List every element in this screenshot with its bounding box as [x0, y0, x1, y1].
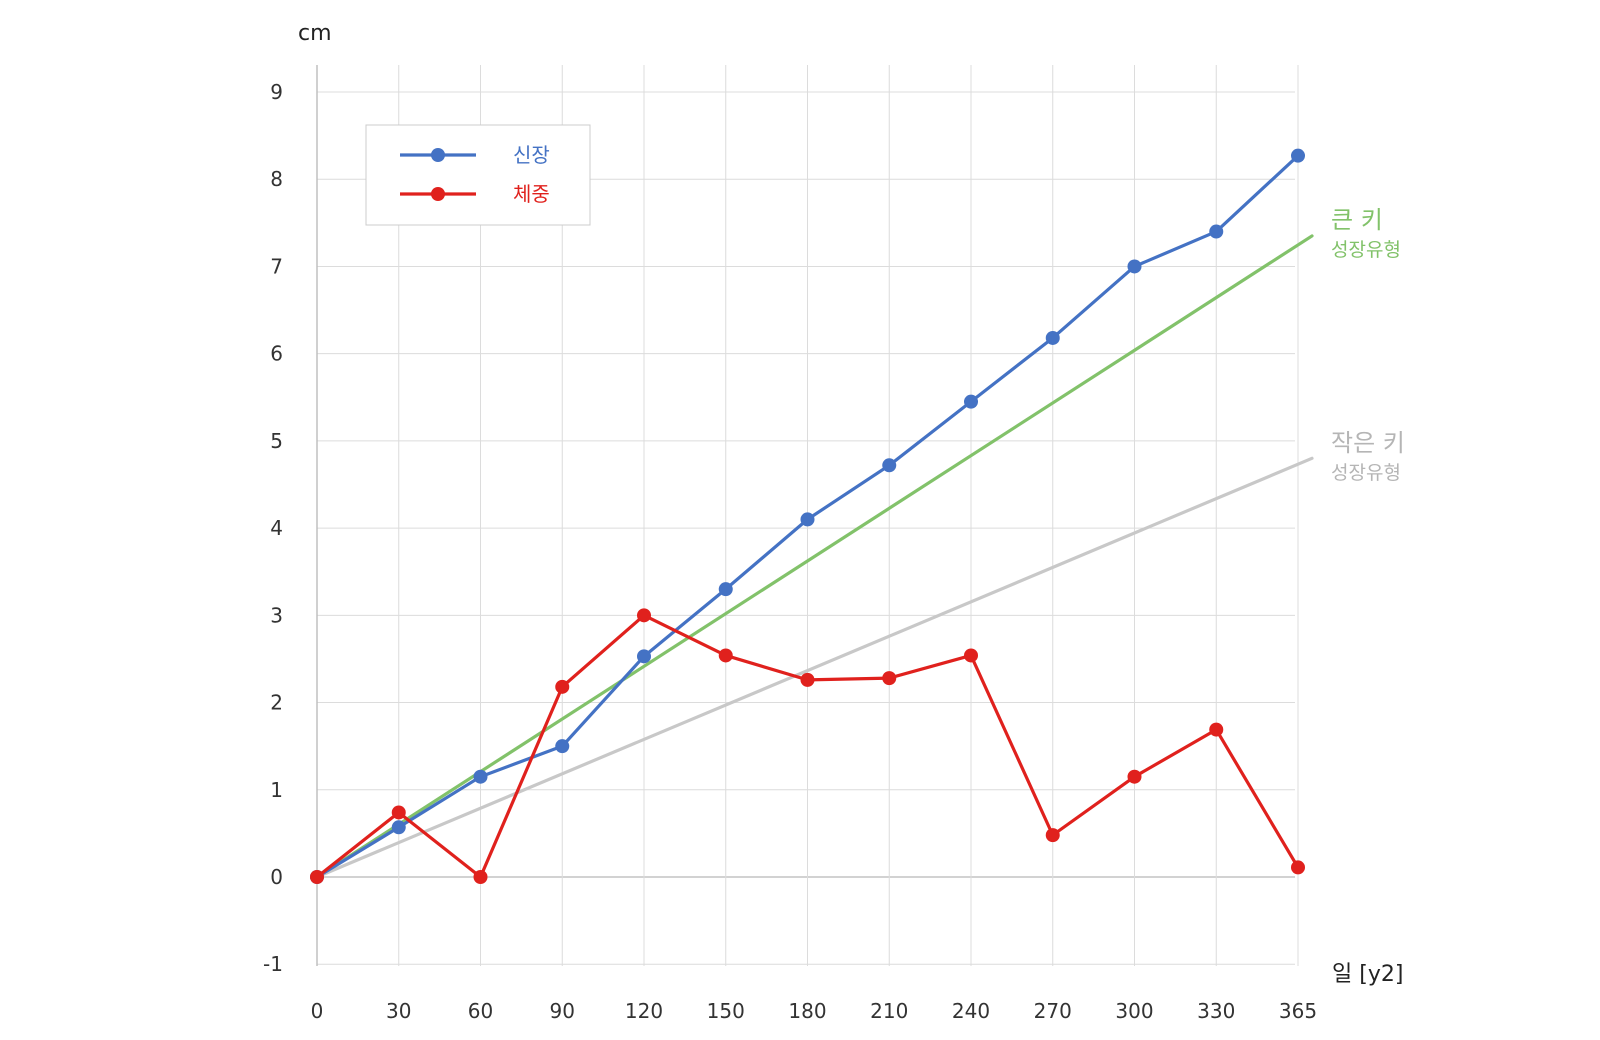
y-axis-ticks: -1 0 1 2 3 4 5 6 7 8 9: [263, 80, 283, 976]
data-point: [1045, 828, 1060, 843]
data-point: [1209, 224, 1224, 239]
y-axis-label: cm: [298, 21, 332, 46]
x-tick-label: 120: [625, 999, 663, 1023]
y-tick-label: 4: [270, 516, 283, 540]
legend-label: 신장: [513, 143, 550, 167]
y-tick-label: 8: [270, 167, 283, 191]
x-tick-label: 180: [788, 999, 826, 1023]
y-tick-label: 1: [270, 778, 283, 802]
legend-label: 체중: [513, 182, 550, 206]
x-tick-label: 30: [386, 999, 411, 1023]
x-tick-label: 90: [550, 999, 575, 1023]
data-point: [800, 672, 815, 687]
y-tick-label: 2: [270, 691, 283, 715]
y-tick-label: 9: [270, 80, 283, 104]
data-point: [718, 648, 733, 663]
data-point: [1045, 330, 1060, 345]
reference-line-sublabel: 성장유형: [1331, 462, 1401, 484]
data-point: [882, 671, 897, 686]
x-tick-label: 270: [1034, 999, 1072, 1023]
data-point: [1127, 769, 1142, 784]
reference-line-sublabel: 성장유형: [1331, 239, 1401, 261]
x-axis-ticks: 0 30 60 90 120 150 180 210 240 270 300 330 365: [311, 999, 1317, 1023]
reference-line-label: 작은 키: [1331, 429, 1405, 457]
reference-line-label: 큰 키: [1331, 206, 1383, 234]
data-point: [391, 805, 406, 820]
y-tick-label: 3: [270, 603, 283, 627]
x-tick-label: 365: [1279, 999, 1317, 1023]
x-tick-label: 0: [311, 999, 324, 1023]
data-point: [882, 458, 897, 473]
series-lines: [310, 148, 1305, 884]
y-tick-label: -1: [263, 952, 283, 976]
x-tick-label: 150: [707, 999, 745, 1023]
legend-box: [365, 124, 591, 226]
data-point: [637, 608, 651, 623]
data-point: [637, 649, 651, 664]
legend-swatch-marker: [431, 148, 445, 162]
reference-line: [315, 456, 1314, 879]
data-point: [1291, 148, 1305, 163]
data-point: [555, 739, 570, 754]
y-tick-label: 5: [270, 429, 283, 453]
data-point: [1291, 860, 1305, 875]
data-point: [555, 679, 570, 694]
data-point: [473, 870, 488, 884]
x-tick-label: 210: [870, 999, 908, 1023]
data-point: [964, 648, 978, 663]
data-point: [800, 512, 815, 527]
x-axis-label: 일 [y2]: [1332, 962, 1403, 987]
x-tick-label: 330: [1197, 999, 1235, 1023]
data-point: [1127, 259, 1142, 274]
reference-line: [315, 234, 1314, 879]
x-tick-label: 240: [952, 999, 990, 1023]
y-tick-label: 7: [270, 254, 283, 278]
data-point: [964, 394, 978, 409]
x-tick-label: 60: [468, 999, 493, 1023]
y-tick-label: 0: [270, 865, 283, 889]
data-point: [473, 769, 488, 784]
data-point: [718, 582, 733, 597]
y-tick-label: 6: [270, 342, 283, 366]
data-point: [1209, 722, 1224, 737]
legend-swatch-marker: [431, 187, 445, 201]
x-tick-label: 300: [1115, 999, 1153, 1023]
data-point: [391, 820, 406, 835]
data-point: [310, 870, 324, 884]
